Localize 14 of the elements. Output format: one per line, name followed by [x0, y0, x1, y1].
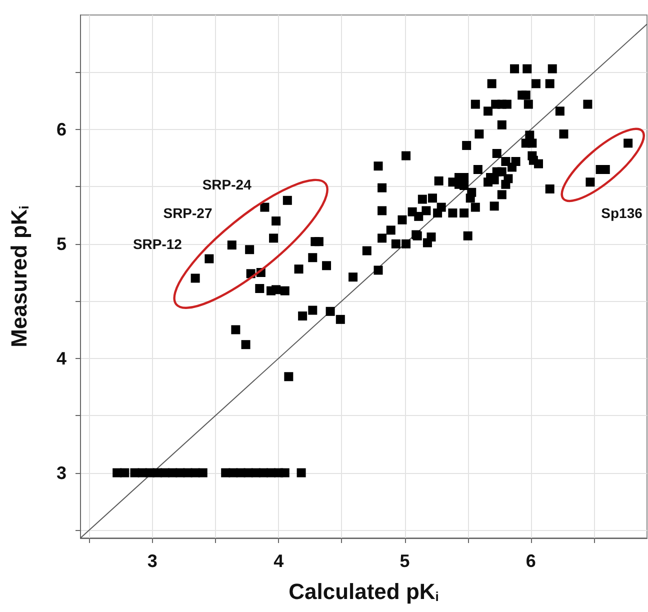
x-tick-label: 6	[526, 551, 536, 571]
x-tick-label: 4	[274, 551, 284, 571]
x-tick-label: 3	[147, 551, 158, 571]
y-tick-label: 3	[56, 462, 66, 483]
annotation: SRP-12	[132, 236, 182, 252]
annotation: SRP-27	[163, 204, 212, 221]
annotation: SRP-24	[202, 176, 252, 192]
y-tick-label: 4	[56, 348, 66, 368]
y-axis-title: Measured pKi	[6, 206, 32, 348]
x-tick-label: 5	[400, 551, 410, 571]
x-axis-title: Calculated pKi	[288, 579, 439, 604]
y-tick-label: 6	[56, 119, 66, 140]
y-tick-label: 5	[56, 234, 66, 254]
annotation: Sp136	[601, 204, 643, 221]
